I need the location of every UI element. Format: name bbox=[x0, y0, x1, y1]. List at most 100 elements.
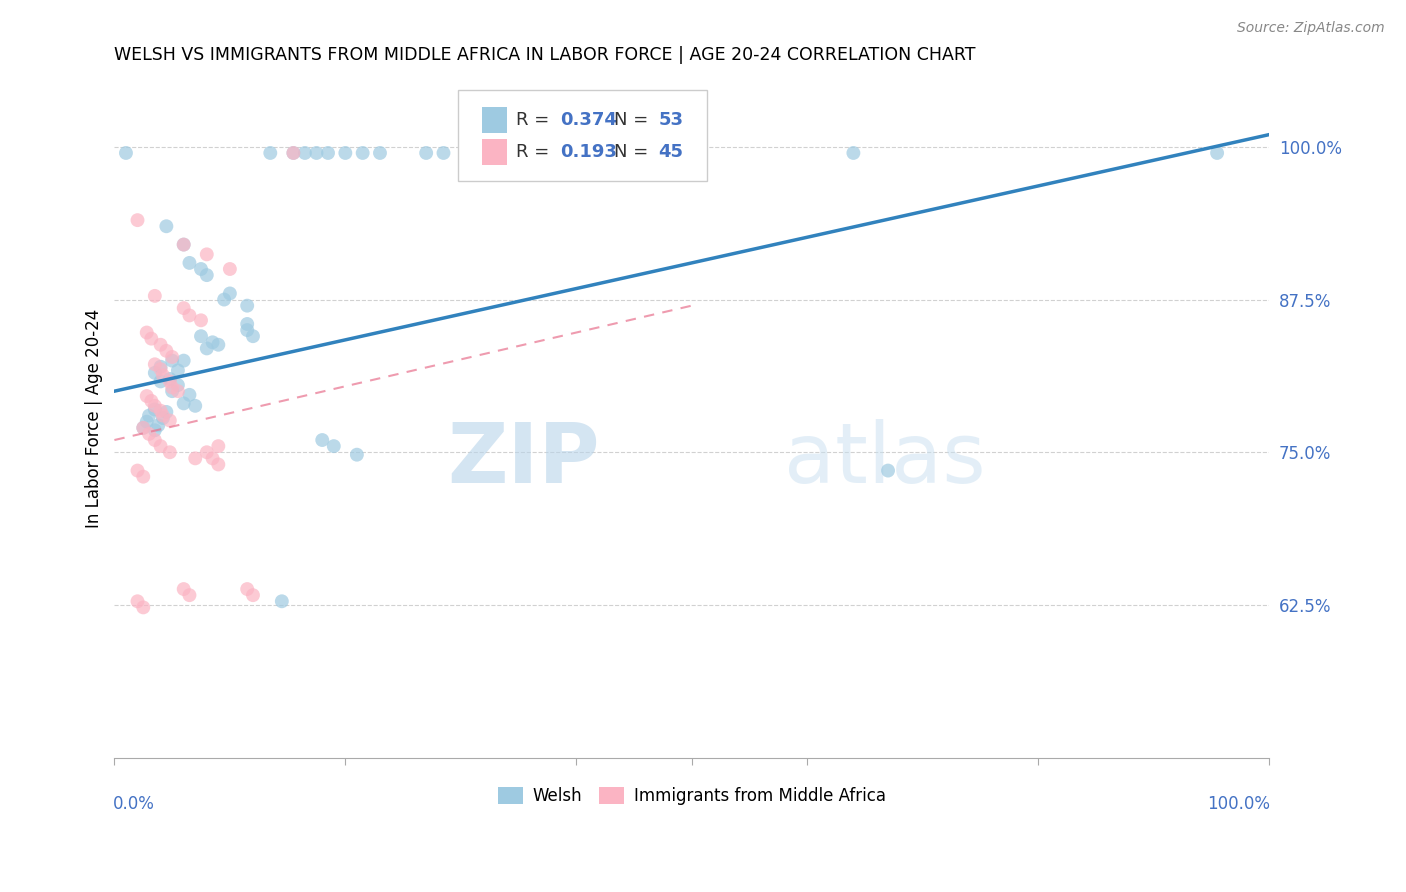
Text: R =: R = bbox=[516, 112, 555, 129]
Point bbox=[322, 439, 344, 453]
Point bbox=[149, 362, 172, 376]
Point bbox=[159, 372, 181, 386]
Point bbox=[236, 582, 259, 596]
Point bbox=[127, 594, 149, 608]
Point bbox=[160, 350, 183, 364]
Point bbox=[132, 421, 155, 435]
Point bbox=[152, 411, 174, 425]
Point bbox=[242, 588, 264, 602]
Point bbox=[179, 588, 201, 602]
Point bbox=[149, 439, 172, 453]
Point bbox=[236, 317, 259, 331]
Point bbox=[143, 357, 166, 371]
Point bbox=[368, 145, 391, 160]
Point bbox=[316, 145, 339, 160]
Point bbox=[432, 145, 454, 160]
Point bbox=[143, 423, 166, 437]
Point bbox=[132, 469, 155, 483]
Point bbox=[143, 399, 166, 413]
Point bbox=[167, 363, 190, 377]
Point bbox=[294, 145, 316, 160]
Point bbox=[167, 378, 190, 392]
Point bbox=[207, 337, 229, 351]
Point bbox=[155, 343, 177, 358]
Text: WELSH VS IMMIGRANTS FROM MIDDLE AFRICA IN LABOR FORCE | AGE 20-24 CORRELATION CH: WELSH VS IMMIGRANTS FROM MIDDLE AFRICA I… bbox=[114, 46, 976, 64]
Point bbox=[179, 388, 201, 402]
Point bbox=[132, 421, 155, 435]
Point bbox=[138, 409, 160, 423]
Point bbox=[159, 413, 181, 427]
Point bbox=[155, 405, 177, 419]
Point bbox=[167, 384, 190, 399]
Point bbox=[242, 329, 264, 343]
Point bbox=[842, 145, 865, 160]
Point bbox=[190, 313, 212, 327]
Y-axis label: In Labor Force | Age 20-24: In Labor Force | Age 20-24 bbox=[86, 309, 103, 528]
Point bbox=[236, 323, 259, 337]
Point bbox=[173, 396, 195, 410]
Point bbox=[305, 145, 328, 160]
Point bbox=[190, 329, 212, 343]
Point bbox=[173, 353, 195, 368]
Point bbox=[207, 458, 229, 472]
Point bbox=[132, 600, 155, 615]
Point bbox=[352, 145, 374, 160]
Text: 0.374: 0.374 bbox=[560, 112, 617, 129]
Point bbox=[195, 445, 218, 459]
Point bbox=[1206, 145, 1229, 160]
Legend: Welsh, Immigrants from Middle Africa: Welsh, Immigrants from Middle Africa bbox=[489, 779, 894, 814]
Point bbox=[159, 375, 181, 389]
FancyBboxPatch shape bbox=[458, 90, 707, 181]
FancyBboxPatch shape bbox=[482, 139, 508, 165]
FancyBboxPatch shape bbox=[482, 107, 508, 133]
Point bbox=[201, 335, 224, 350]
Point bbox=[141, 393, 163, 408]
Point bbox=[283, 145, 305, 160]
Point bbox=[195, 247, 218, 261]
Text: 0.193: 0.193 bbox=[560, 144, 617, 161]
Point bbox=[311, 433, 333, 447]
Point bbox=[160, 384, 183, 399]
Point bbox=[201, 451, 224, 466]
Point bbox=[335, 145, 357, 160]
Point bbox=[135, 389, 157, 403]
Text: atlas: atlas bbox=[785, 419, 986, 500]
Point bbox=[346, 448, 368, 462]
Point bbox=[195, 268, 218, 282]
Point bbox=[212, 293, 235, 307]
Text: N =: N = bbox=[614, 112, 654, 129]
Point bbox=[179, 256, 201, 270]
Text: 0.0%: 0.0% bbox=[114, 795, 155, 813]
Point bbox=[560, 145, 582, 160]
Point bbox=[179, 309, 201, 323]
Point bbox=[155, 219, 177, 234]
Point bbox=[149, 359, 172, 374]
Point bbox=[190, 262, 212, 277]
Point bbox=[138, 426, 160, 441]
Point bbox=[173, 237, 195, 252]
Point bbox=[283, 145, 305, 160]
Text: 45: 45 bbox=[658, 144, 683, 161]
Text: 100.0%: 100.0% bbox=[1208, 795, 1270, 813]
Point bbox=[195, 342, 218, 356]
Point bbox=[149, 403, 172, 417]
Point bbox=[127, 464, 149, 478]
Point bbox=[141, 332, 163, 346]
Point bbox=[148, 418, 170, 433]
Point bbox=[115, 145, 138, 160]
Point bbox=[218, 262, 240, 277]
Point bbox=[173, 237, 195, 252]
Point bbox=[259, 145, 281, 160]
Point bbox=[160, 380, 183, 394]
Point bbox=[415, 145, 437, 160]
Point bbox=[173, 301, 195, 315]
Point bbox=[184, 399, 207, 413]
Point bbox=[143, 366, 166, 380]
Point bbox=[135, 415, 157, 429]
Point bbox=[135, 326, 157, 340]
Point bbox=[143, 402, 166, 417]
Point bbox=[218, 286, 240, 301]
Point bbox=[236, 299, 259, 313]
Point bbox=[270, 594, 292, 608]
Point bbox=[143, 433, 166, 447]
